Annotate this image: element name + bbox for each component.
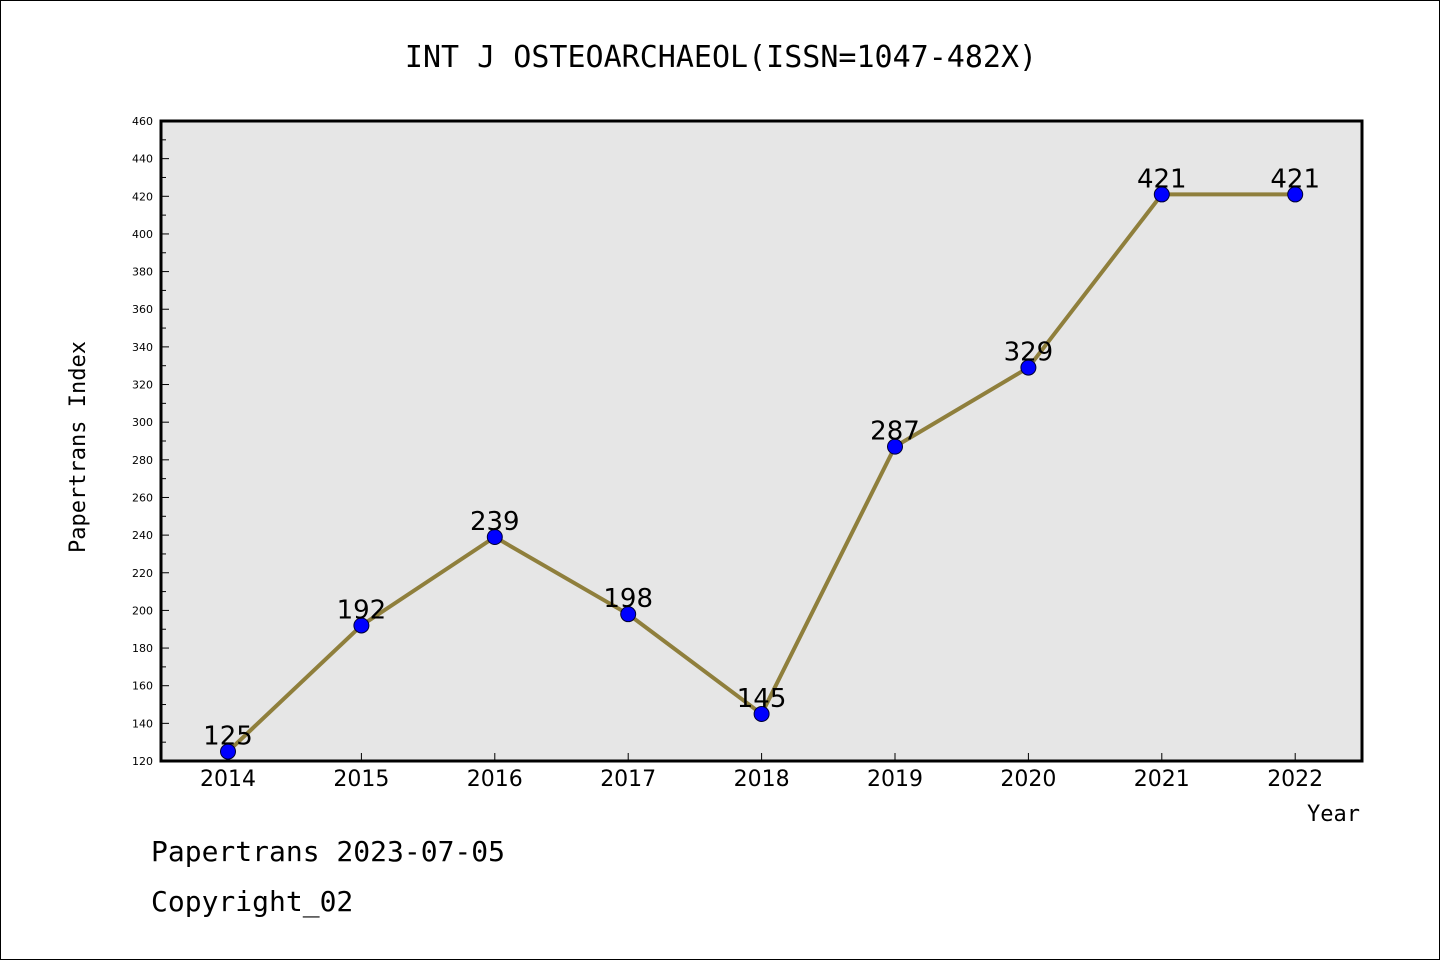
- x-tick-label: 2016: [467, 767, 523, 792]
- y-tick-label: 460: [132, 115, 153, 128]
- y-axis-label: Papertrans Index: [66, 341, 91, 553]
- x-tick-label: 2015: [333, 767, 389, 792]
- data-point: [220, 743, 236, 760]
- y-tick-label: 380: [132, 266, 153, 279]
- chart-title: INT J OSTEOARCHAEOL(ISSN=1047-482X): [405, 40, 1037, 75]
- data-point: [620, 606, 637, 623]
- data-label: 239: [470, 507, 520, 537]
- x-tick-label: 2018: [734, 767, 790, 792]
- x-tick-label: 2014: [200, 767, 256, 792]
- footer-date: Papertrans 2023-07-05: [151, 835, 506, 868]
- x-axis-label: Year: [1307, 802, 1360, 827]
- x-tick-label: 2020: [1000, 767, 1056, 792]
- x-tick-label: 2021: [1134, 767, 1190, 792]
- data-series: 125 192 239 198 145 287 329 421 421: [203, 164, 1320, 760]
- data-label: 198: [603, 584, 653, 614]
- data-label: 287: [870, 417, 920, 447]
- y-tick-label: 360: [132, 303, 153, 316]
- y-tick-label: 420: [132, 190, 153, 203]
- y-tick-label: 140: [132, 717, 153, 730]
- y-tick-label: 400: [132, 228, 153, 241]
- plot-area: [159, 119, 1364, 763]
- y-tick-label: 200: [132, 604, 153, 617]
- data-label: 329: [1004, 338, 1054, 368]
- data-point: [486, 529, 503, 545]
- data-label: 125: [203, 722, 253, 752]
- y-tick-label: 220: [132, 567, 153, 580]
- y-tick-label: 240: [132, 529, 153, 542]
- y-tick-label: 280: [132, 454, 153, 467]
- data-label: 145: [737, 684, 787, 714]
- x-tick-label: 2019: [867, 767, 923, 792]
- y-tick-label: 320: [132, 379, 153, 392]
- y-tick-label: 180: [132, 642, 153, 655]
- data-label: 421: [1137, 164, 1187, 194]
- y-tick-label: 300: [132, 416, 153, 429]
- y-tick-label: 260: [132, 491, 153, 504]
- data-point: [887, 438, 903, 455]
- y-axis: 120 140 160 180 200 220 240 260 280 300 320 340 360 3…: [132, 115, 169, 768]
- x-tick-label: 2017: [600, 767, 656, 792]
- data-label: 421: [1270, 164, 1320, 194]
- footer-copyright: Copyright_02: [151, 885, 354, 918]
- data-point: [1287, 186, 1304, 203]
- y-tick-label: 440: [132, 153, 153, 166]
- data-point: [753, 705, 770, 722]
- data-point: [1020, 359, 1037, 376]
- x-tick-label: 2022: [1267, 767, 1323, 792]
- x-axis: 2014 2015 2016 2017 2018 2019 2020 2021 2022: [200, 753, 1323, 792]
- y-tick-label: 340: [132, 341, 153, 354]
- data-point: [353, 617, 370, 634]
- y-tick-label: 120: [132, 755, 153, 768]
- data-label: 192: [337, 595, 387, 625]
- y-tick-label: 160: [132, 680, 153, 693]
- data-point: [1153, 186, 1170, 203]
